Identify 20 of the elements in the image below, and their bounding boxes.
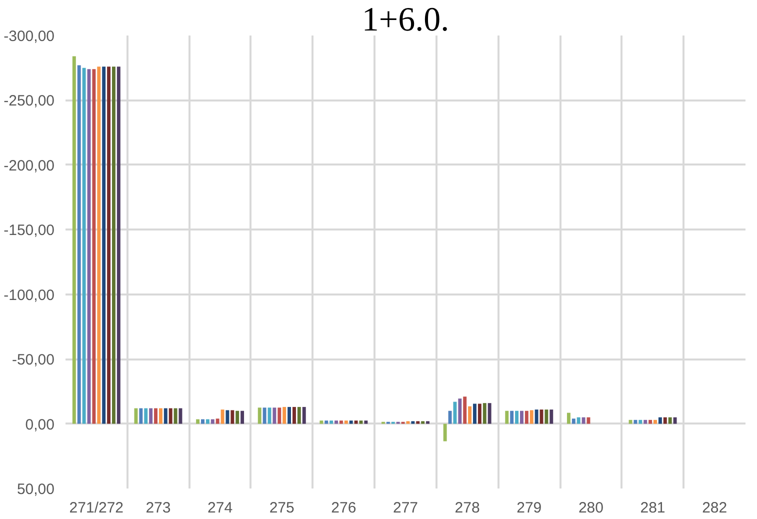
x-tick-label: 277 xyxy=(392,500,418,516)
y-tick-label: -50,00 xyxy=(12,352,55,369)
x-tick-label: 280 xyxy=(578,500,604,516)
x-tick-label: 271/272 xyxy=(69,500,124,516)
x-tick-label: 275 xyxy=(269,500,294,516)
x-tick-label: 278 xyxy=(454,500,480,516)
y-tick-label: -200,00 xyxy=(4,157,54,174)
y-tick-label: -100,00 xyxy=(4,286,54,304)
x-tick-label: 276 xyxy=(331,500,356,516)
x-tick-label: 279 xyxy=(516,500,542,516)
y-tick-label: 0,00 xyxy=(25,416,55,434)
y-tick-label: -300,00 xyxy=(4,28,54,45)
x-tick-label: 281 xyxy=(640,500,666,516)
chart-title: 1+6.0. xyxy=(362,2,450,38)
y-tick-label: -150,00 xyxy=(4,222,54,240)
x-tick-label: 274 xyxy=(208,500,233,516)
x-tick-label: 282 xyxy=(702,500,728,516)
x-tick-label: 273 xyxy=(146,500,171,516)
y-tick-label: 50,00 xyxy=(16,481,55,498)
y-tick-label: -250,00 xyxy=(4,92,54,110)
